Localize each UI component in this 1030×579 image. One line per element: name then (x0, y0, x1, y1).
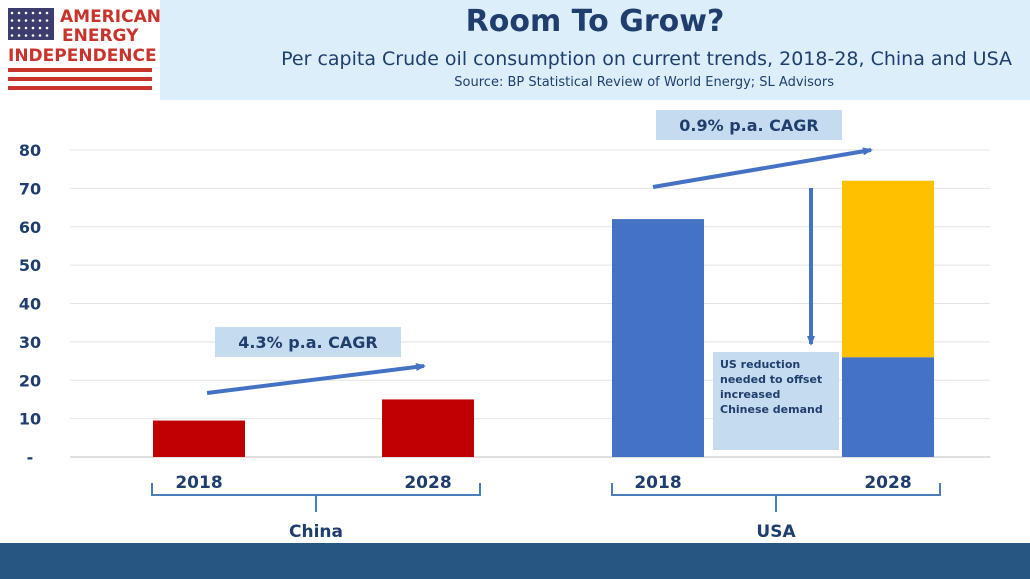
flag-star (24, 26, 28, 30)
bars (153, 180, 934, 457)
usa-cagr-box (656, 110, 842, 140)
flag-star (45, 34, 49, 37)
flag-star (45, 19, 49, 22)
header-banner: Room To Grow? Per capita Crude oil consu… (160, 0, 1030, 100)
category-labels: 2018 2028 2018 2028 China USA (175, 473, 911, 542)
flag-star (17, 19, 21, 22)
group-label-china: China (289, 522, 343, 542)
y-tick-label: 60 (19, 218, 41, 237)
flag-star (17, 26, 21, 30)
x-tick-label: 2028 (864, 473, 911, 493)
flag-star (10, 19, 14, 22)
flag-star (10, 26, 14, 30)
y-tick-label: 30 (19, 333, 41, 352)
group-label-usa: USA (756, 522, 796, 542)
bar-usa-2028 (842, 357, 934, 457)
offset-note-line: increased (720, 388, 780, 401)
bar-usa-2018 (612, 219, 704, 457)
logo-graphic: AMERICAN ENERGY INDEPENDENCE (8, 7, 161, 90)
y-tick-label: 80 (19, 141, 41, 160)
x-tick-label: 2018 (175, 473, 222, 493)
logo-line-independence: INDEPENDENCE (8, 46, 157, 66)
china-cagr-arrow (206, 363, 426, 395)
offset-note-line: Chinese demand (720, 403, 823, 416)
offset-note-line: needed to offset (720, 373, 822, 386)
logo: AMERICAN ENERGY INDEPENDENCE (0, 0, 161, 100)
group-bracket (151, 483, 481, 512)
flag-star (10, 34, 14, 37)
flag-star (31, 19, 35, 22)
y-tick-label: 20 (19, 371, 41, 390)
usa-cagr-arrow (652, 147, 873, 189)
flag-star (24, 34, 28, 37)
bar-china-2018 (153, 420, 245, 457)
flag-star (38, 34, 42, 37)
annotations: 4.3% p.a. CAGR 0.9% p.a. CAGR US reduction… (206, 110, 873, 450)
flag-star (17, 11, 21, 15)
flag-star (45, 26, 49, 30)
y-tick-label: 70 (19, 179, 41, 198)
flag-star (17, 34, 21, 37)
flag-star (31, 34, 35, 37)
footer-bar (0, 543, 1030, 579)
bar-usa-2028-offset (842, 180, 934, 358)
logo-line-american: AMERICAN (60, 7, 160, 27)
china-cagr-label: 4.3% p.a. CAGR (238, 333, 378, 352)
y-axis-ticks: - 10 20 30 40 50 60 70 80 (19, 141, 41, 467)
usa-cagr-label: 0.9% p.a. CAGR (679, 116, 819, 135)
chart-title: Room To Grow? (465, 4, 725, 39)
y-tick-label: 10 (19, 410, 41, 429)
flag-star (38, 11, 42, 15)
y-tick-label: 40 (19, 295, 41, 314)
x-tick-label: 2028 (404, 473, 451, 493)
flag-star (45, 11, 49, 15)
x-tick-label: 2018 (634, 473, 681, 493)
flag-star (24, 19, 28, 22)
chart-area: - 10 20 30 40 50 60 70 80 2018 2028 2018 2028 China U… (19, 110, 990, 542)
flag-star (31, 26, 35, 30)
china-cagr-box (215, 327, 401, 357)
flag-star (10, 11, 14, 15)
y-tick-label: 50 (19, 256, 41, 275)
y-tick-label: - (27, 448, 34, 467)
logo-stripes (8, 68, 152, 90)
chart-subtitle: Per capita Crude oil consumption on curr… (281, 48, 1012, 70)
offset-note-line: US reduction (720, 358, 800, 371)
flag-star (24, 11, 28, 15)
offset-note-box (713, 352, 839, 450)
category-brackets (151, 483, 941, 512)
us-flag-icon (8, 8, 54, 40)
flag-star (31, 11, 35, 15)
logo-line-energy: ENERGY (62, 26, 139, 46)
chart-source: Source: BP Statistical Review of World E… (454, 75, 834, 90)
bar-china-2028 (382, 399, 474, 457)
group-bracket (611, 483, 941, 512)
flag-star (38, 19, 42, 22)
flag-star (38, 26, 42, 30)
